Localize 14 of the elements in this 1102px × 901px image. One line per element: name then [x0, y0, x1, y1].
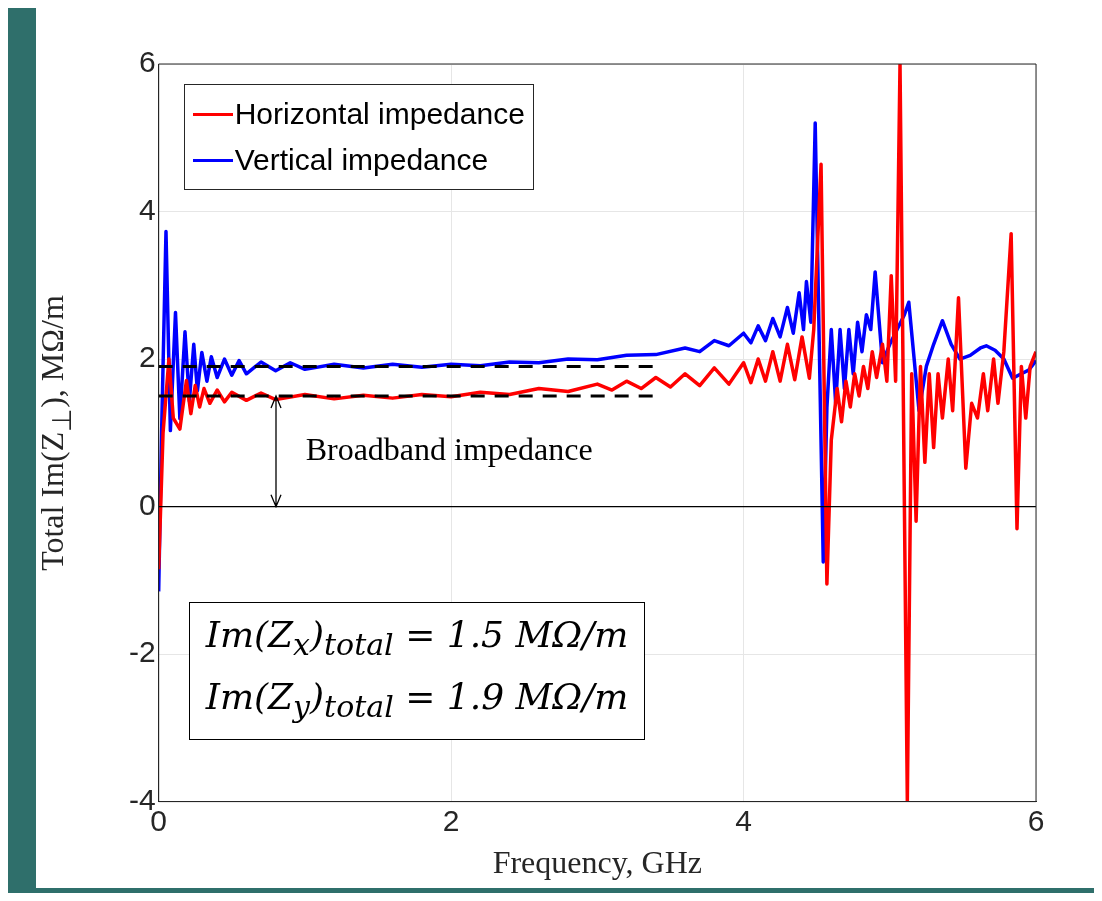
x-tick-label: 6 [1027, 803, 1045, 837]
y-tick-label: 6 [138, 45, 156, 79]
x-axis-title: Frequency, GHz [492, 844, 703, 881]
y-tick-label: 2 [138, 340, 156, 374]
y-tick-label: 4 [138, 192, 156, 226]
x-tick-label: 4 [735, 803, 752, 837]
annotation: Broadband impedance [305, 430, 593, 467]
legend-label: Vertical impedance [234, 142, 489, 178]
x-tick-label: 2 [442, 803, 460, 837]
y-tick-label: -2 [128, 635, 156, 669]
annotation: Im(Z$_{y}$)$_{total}$ = 1.9 MΩ/m [205, 674, 629, 726]
y-tick-label: 0 [138, 487, 156, 521]
legend-label: Horizontal impedance [234, 96, 525, 132]
annotation: Im(Z$_{x}$)$_{total}$ = 1.5 MΩ/m [205, 612, 629, 664]
